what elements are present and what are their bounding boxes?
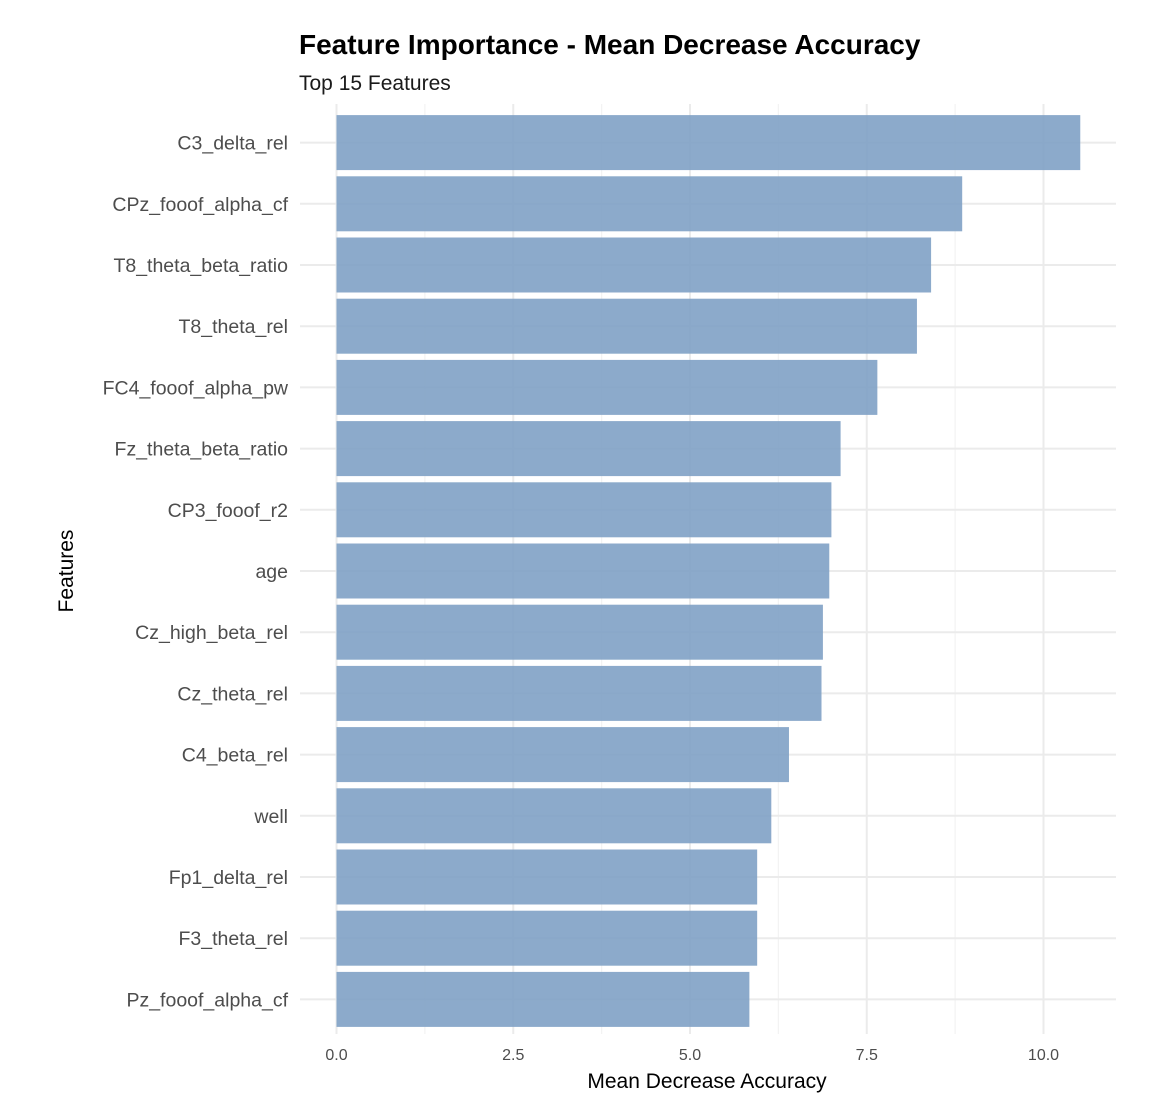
bar-9 [336, 665, 822, 721]
bar-11 [336, 788, 772, 844]
bar-4 [336, 359, 878, 415]
bar-14 [336, 971, 750, 1027]
y-tick-label-5: Fz_theta_beta_ratio [115, 439, 289, 461]
y-tick-label-8: Cz_high_beta_rel [135, 622, 288, 644]
bar-1 [336, 176, 963, 232]
y-tick-labels: C3_delta_rel CPz_fooof_alpha_cf T8_theta_b… [103, 133, 289, 1012]
y-tick-label-1: CPz_fooof_alpha_cf [112, 194, 288, 216]
y-tick-label-9: Cz_theta_rel [177, 683, 288, 705]
x-tick-label-1: 2.5 [502, 1047, 524, 1064]
bar-7 [336, 543, 830, 599]
y-tick-label-3: T8_theta_rel [179, 316, 289, 338]
y-tick-label-13: F3_theta_rel [179, 928, 289, 950]
y-tick-label-10: C4_beta_rel [182, 745, 288, 767]
x-tick-label-4: 10.0 [1028, 1047, 1059, 1064]
bar-3 [336, 298, 917, 354]
x-tick-label-2: 5.0 [679, 1047, 701, 1064]
bar-8 [336, 604, 823, 660]
bar-10 [336, 727, 789, 783]
bars [336, 115, 1081, 1027]
chart-subtitle: Top 15 Features [299, 72, 451, 95]
y-tick-label-6: CP3_fooof_r2 [168, 500, 288, 522]
x-tick-label-0: 0.0 [325, 1047, 347, 1064]
y-tick-label-14: Pz_fooof_alpha_cf [126, 989, 288, 1011]
bar-2 [336, 237, 932, 293]
bar-5 [336, 421, 841, 477]
bar-0 [336, 115, 1081, 171]
x-axis-title: Mean Decrease Accuracy [587, 1070, 827, 1093]
bar-12 [336, 849, 758, 905]
y-tick-label-4: FC4_fooof_alpha_pw [103, 377, 289, 399]
y-tick-label-2: T8_theta_beta_ratio [113, 255, 288, 277]
x-tick-labels: 0.0 2.5 5.0 7.5 10.0 [325, 1047, 1059, 1064]
y-tick-label-11: well [253, 806, 288, 828]
bar-6 [336, 482, 832, 538]
chart-title: Feature Importance - Mean Decrease Accur… [299, 29, 921, 60]
x-tick-label-3: 7.5 [856, 1047, 878, 1064]
y-axis-title: Features [55, 530, 78, 613]
bar-13 [336, 910, 758, 966]
y-tick-label-12: Fp1_delta_rel [169, 867, 288, 889]
y-tick-label-7: age [255, 561, 288, 583]
y-tick-label-0: C3_delta_rel [177, 133, 288, 155]
